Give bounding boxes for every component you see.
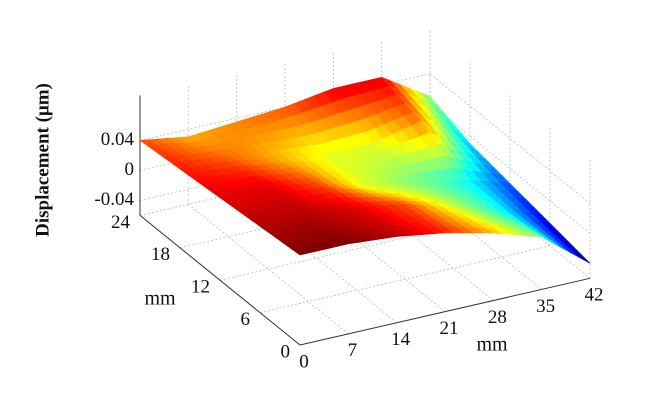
y-tick-label: 12 [191,277,210,298]
x-tick-label: 42 [585,285,604,306]
surface-patch [572,250,591,264]
z-tick-label: -0.04 [94,189,134,210]
axis-edge [299,277,591,346]
x-tick-label: 7 [348,340,358,361]
y-tick-label: 6 [241,309,251,330]
x-tick-label: 0 [299,351,309,372]
grid-line [259,245,551,313]
x-tick-label: 28 [488,307,507,328]
z-tick-label: 0 [125,159,135,180]
x-tick-label: 14 [391,329,411,350]
z-tick-label: 0.04 [101,129,135,150]
x-tick-label: 21 [440,318,459,339]
y-tick-label: 0 [281,341,291,362]
axis-edge [139,215,301,346]
y-tick-label: 24 [111,212,131,233]
y-axis-label: mm [144,288,176,310]
grid-line [219,213,511,281]
x-axis-label: mm [476,334,508,356]
y-tick-label: 18 [151,244,170,265]
z-axis-label: Displacement (μm) [32,83,53,237]
x-tick-label: 35 [536,296,555,317]
